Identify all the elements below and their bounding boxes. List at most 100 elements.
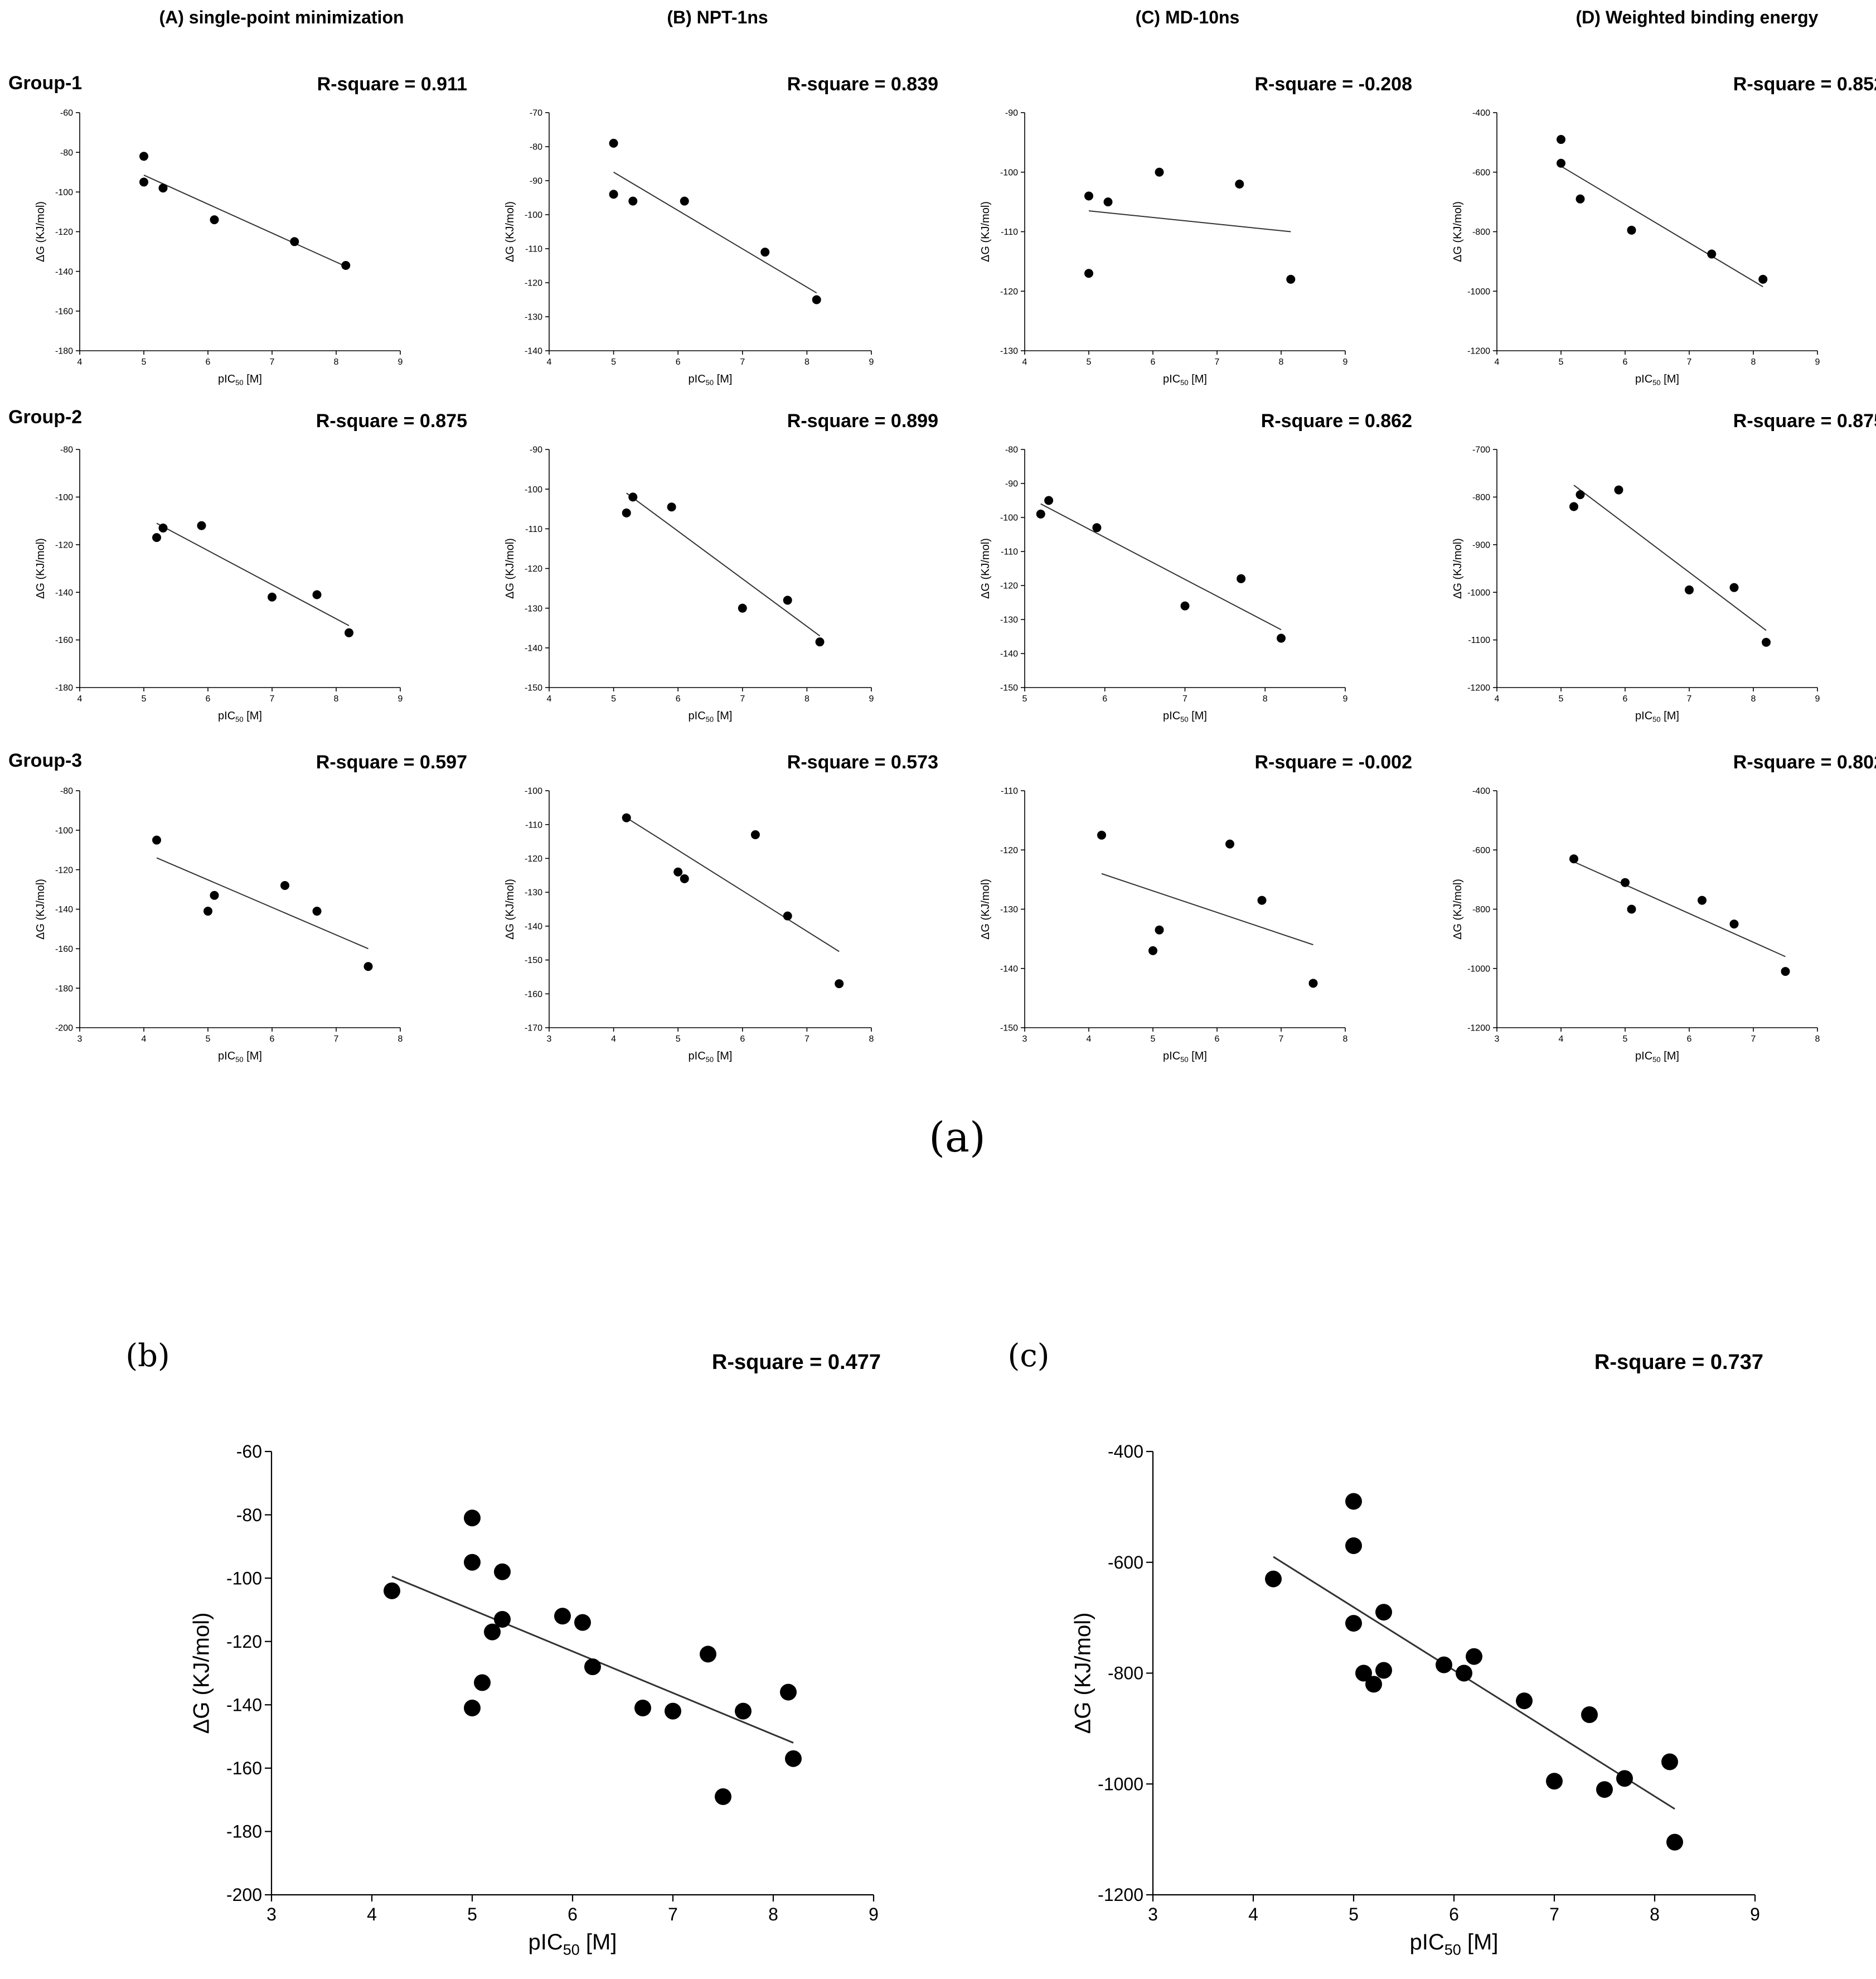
data-point xyxy=(738,603,747,613)
regression-line xyxy=(156,857,369,950)
data-point xyxy=(1685,585,1694,594)
data-point xyxy=(1345,1615,1362,1632)
scatter-plot-g3D: 3 4 5 6 7 8 -400 -600 -800 -1000 -1200 pIC50 [M] ΔG … xyxy=(1452,752,1876,1064)
x-axis-label: pIC50 [M] xyxy=(1635,1050,1679,1064)
data-point xyxy=(312,907,322,916)
data-point xyxy=(1237,574,1246,583)
x-tick-label: 9 xyxy=(398,357,403,367)
data-point xyxy=(1546,1773,1563,1790)
x-tick-label: 4 xyxy=(1022,357,1027,367)
y-tick-label: -150 xyxy=(525,956,542,965)
x-tick-label: 6 xyxy=(676,357,681,367)
y-tick-label: -120 xyxy=(1000,287,1018,297)
y-axis-label: ΔG (KJ/mol) xyxy=(1071,1613,1095,1734)
x-tick-label: 7 xyxy=(270,357,275,367)
y-tick-label: -400 xyxy=(1472,109,1490,118)
x-tick-label: 8 xyxy=(1650,1904,1660,1924)
y-tick-label: -140 xyxy=(1000,964,1018,974)
data-point xyxy=(1257,896,1267,905)
y-tick-label: -120 xyxy=(525,279,542,288)
data-point xyxy=(1557,158,1565,168)
y-tick-label: -120 xyxy=(525,854,542,864)
plots-layer: 4 5 6 7 8 9 -60 -80 -100 -120 -140 -160 -180 pIC50 [M… xyxy=(35,74,1876,1958)
data-point xyxy=(1707,249,1717,259)
r-square-label: R-square = 0.899 xyxy=(787,410,938,432)
y-tick-label: -80 xyxy=(236,1505,262,1525)
regression-line xyxy=(626,492,821,637)
x-tick-label: 7 xyxy=(740,357,745,367)
data-point xyxy=(715,1788,731,1805)
data-point xyxy=(1762,637,1771,647)
y-tick-label: -100 xyxy=(1000,514,1018,523)
x-tick-label: 7 xyxy=(1687,694,1692,704)
y-tick-label: -100 xyxy=(525,211,542,220)
x-axis-label: pIC50 [M] xyxy=(218,710,262,724)
data-point xyxy=(1277,633,1286,643)
y-axis-label: ΔG (KJ/mol) xyxy=(980,201,992,262)
x-tick-label: 9 xyxy=(1815,694,1820,704)
r-square-label: R-square = 0.802 xyxy=(1733,752,1876,773)
data-point xyxy=(1180,601,1190,611)
data-point xyxy=(464,1509,481,1527)
data-point xyxy=(1036,509,1045,519)
r-square-label: R-square = 0.852 xyxy=(1733,74,1876,95)
y-axis-label: ΔG (KJ/mol) xyxy=(1452,201,1464,262)
x-axis-label: pIC50 [M] xyxy=(689,710,733,724)
y-tick-label: -120 xyxy=(55,228,73,237)
row-header-group-1: Group-1 xyxy=(8,72,82,94)
regression-line xyxy=(613,171,817,294)
x-tick-label: 7 xyxy=(1182,694,1187,704)
x-axis-label: pIC50 [M] xyxy=(218,1050,262,1064)
y-axis-label: ΔG (KJ/mol) xyxy=(1452,879,1464,940)
data-point xyxy=(1569,502,1578,511)
r-square-label: R-square = -0.208 xyxy=(1254,74,1412,95)
y-tick-label: -60 xyxy=(60,109,73,118)
x-axis-label: pIC50 [M] xyxy=(1163,710,1207,724)
data-point xyxy=(815,637,825,647)
y-tick-label: -200 xyxy=(226,1885,262,1905)
y-tick-label: -100 xyxy=(55,493,73,502)
x-tick-label: 4 xyxy=(1495,694,1500,704)
x-axis-label: pIC50 [M] xyxy=(1635,373,1679,387)
y-tick-label: -1200 xyxy=(1467,1024,1490,1033)
data-point xyxy=(1308,979,1318,988)
data-point xyxy=(680,874,689,883)
x-tick-label: 4 xyxy=(142,1034,147,1044)
x-tick-label: 6 xyxy=(740,1034,745,1044)
data-point xyxy=(312,590,322,599)
data-point xyxy=(609,138,618,148)
data-point xyxy=(735,1702,752,1720)
data-point xyxy=(1614,485,1623,495)
data-point xyxy=(1044,496,1054,505)
x-tick-label: 3 xyxy=(1495,1034,1500,1044)
y-tick-label: -80 xyxy=(60,148,73,158)
data-point xyxy=(152,835,161,845)
x-tick-label: 6 xyxy=(1102,694,1107,704)
y-tick-label: -600 xyxy=(1108,1552,1143,1572)
y-tick-label: -140 xyxy=(55,267,73,277)
x-tick-label: 5 xyxy=(1559,357,1564,367)
data-point xyxy=(1698,896,1707,905)
x-tick-label: 8 xyxy=(334,694,339,704)
data-point xyxy=(1148,946,1157,955)
scatter-plot-g1C: 4 5 6 7 8 9 -90 -100 -110 -120 -130 pIC50 [M] ΔG (KJ… xyxy=(980,74,1412,387)
data-point xyxy=(494,1610,511,1628)
x-tick-label: 4 xyxy=(547,357,552,367)
data-point xyxy=(1596,1781,1613,1798)
regression-line xyxy=(1573,485,1767,631)
data-point xyxy=(1729,583,1739,592)
y-tick-label: -800 xyxy=(1108,1663,1143,1683)
r-square-label: R-square = 0.875 xyxy=(316,410,467,432)
y-tick-label: -140 xyxy=(525,347,542,356)
x-tick-label: 8 xyxy=(1279,357,1284,367)
data-point xyxy=(1758,274,1768,284)
y-tick-label: -140 xyxy=(55,905,73,914)
x-tick-label: 4 xyxy=(367,1904,377,1924)
data-point xyxy=(1466,1648,1482,1665)
r-square-label: R-square = 0.573 xyxy=(787,752,938,773)
y-tick-label: -150 xyxy=(1000,1024,1018,1033)
data-point xyxy=(760,248,770,257)
data-point xyxy=(1265,1570,1282,1588)
r-square-label: R-square = 0.477 xyxy=(712,1351,881,1374)
y-axis-label: ΔG (KJ/mol) xyxy=(980,879,992,940)
